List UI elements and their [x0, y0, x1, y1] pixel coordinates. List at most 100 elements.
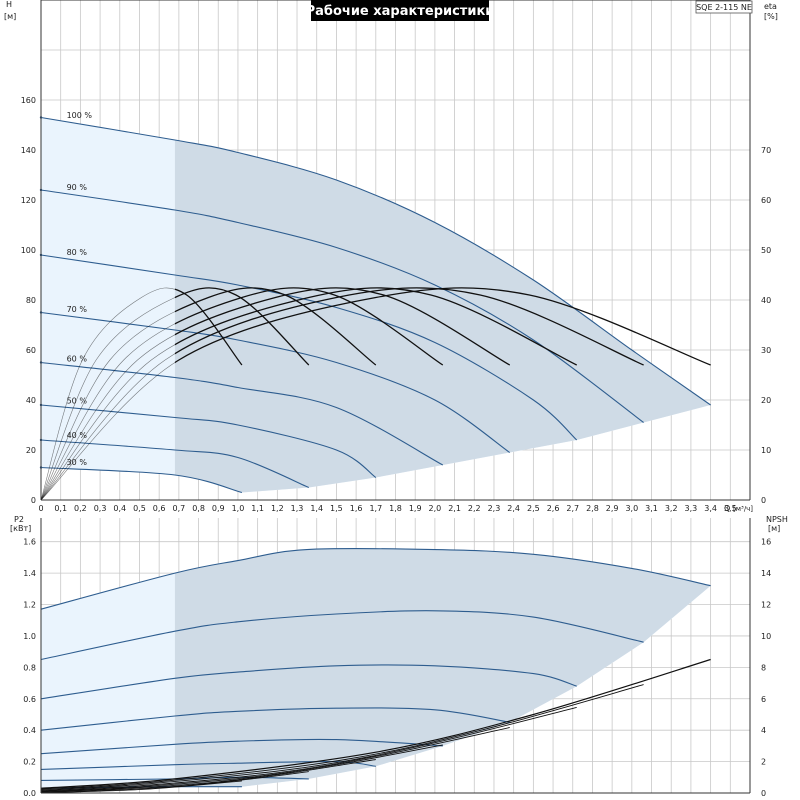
npsh-tick-label: 16 — [761, 538, 771, 547]
npsh-curve-60pct — [40, 744, 443, 792]
power-curve-60pct — [40, 738, 443, 755]
head-curve-40pct — [40, 439, 310, 489]
curve-layer: 100 % 90 % 80 % 70 % 60 % 50 % 40 % 30 % — [39, 111, 711, 793]
eff-curve-60pct — [174, 287, 444, 366]
y-right-tick-label: 20 — [761, 396, 771, 405]
x-tick-label: 1,5 — [330, 504, 343, 513]
x-tick-label: 3,4 — [704, 504, 717, 513]
x-tick-label: 0,7 — [172, 504, 185, 513]
x-tick-label: 3,5 — [724, 504, 737, 513]
speed-label: 50 % — [67, 396, 88, 405]
model-box — [695, 0, 753, 14]
eff-curve-80pct — [174, 287, 577, 366]
x-tick-label: 2,7 — [566, 504, 579, 513]
x-tick-label: 0,5 — [133, 504, 146, 513]
bottom-right-axis-unit: [м] — [768, 524, 780, 533]
speed-label: 80 % — [67, 248, 88, 257]
x-tick-label: 0,8 — [192, 504, 205, 513]
title-box — [311, 0, 489, 21]
y-left-tick-label: 160 — [21, 96, 36, 105]
x-tick-label: 0,1 — [54, 504, 67, 513]
x-tick-label: 2,8 — [586, 504, 599, 513]
x-tick-label: 3,2 — [665, 504, 678, 513]
y-left-tick-label: 120 — [21, 196, 36, 205]
speed-label: 70 % — [67, 305, 88, 314]
head-curve-30pct — [40, 466, 243, 494]
axes-layer: 0 0,1 0,2 0,3 0,4 0,5 0,6 0,7 0,8 0,9 1,0 1,1 1,2 1,3… — [21, 0, 771, 798]
eff-curve-100pct — [174, 287, 711, 366]
p2-tick-label: 1.4 — [23, 569, 36, 578]
y-left-tick-label: 20 — [26, 446, 36, 455]
p2-tick-label: 0.8 — [23, 663, 36, 672]
power-curve-70pct — [40, 707, 510, 731]
p2-tick-label: 1.6 — [23, 538, 36, 547]
y-right-tick-label: 10 — [761, 446, 771, 455]
power-curve-90pct — [40, 610, 644, 661]
speed-label: 30 % — [67, 458, 88, 467]
x-tick-label: 2,4 — [507, 504, 520, 513]
x-tick-label: 3,0 — [625, 504, 638, 513]
y-left-tick-label: 0 — [31, 496, 36, 505]
bottom-right-axis-name: NPSH — [766, 515, 788, 524]
speed-label: 100 % — [67, 111, 93, 120]
eff-curve-90pct — [174, 287, 644, 366]
x-tick-label: 3,1 — [645, 504, 658, 513]
y-right-tick-label: 30 — [761, 346, 771, 355]
x-axis-name: Q — [724, 504, 730, 513]
x-tick-label: 0,9 — [212, 504, 225, 513]
x-tick-label: 1,6 — [350, 504, 363, 513]
top-left-axis-unit: [м] — [4, 12, 16, 21]
p2-tick-label: 1.0 — [23, 632, 36, 641]
p2-tick-label: 0.4 — [23, 726, 36, 735]
x-tick-label: 1,4 — [310, 504, 323, 513]
eff-curve-50pct — [174, 287, 377, 366]
npsh-curve-50pct — [40, 759, 376, 793]
npsh-tick-label: 0 — [761, 789, 766, 798]
npsh-tick-label: 10 — [761, 632, 771, 641]
speed-label: 40 % — [67, 431, 88, 440]
power-curve-100pct — [40, 547, 711, 610]
p2-tick-label: 0.2 — [23, 758, 36, 767]
npsh-curve-30pct — [40, 780, 242, 793]
npsh-tick-label: 6 — [761, 695, 766, 704]
x-tick-label: 1,8 — [389, 504, 402, 513]
y-right-tick-label: 50 — [761, 246, 771, 255]
y-right-tick-label: 40 — [761, 296, 771, 305]
x-tick-label: 0,6 — [153, 504, 166, 513]
head-curve-80pct — [40, 254, 578, 441]
power-curve-80pct — [40, 664, 577, 700]
x-tick-label: 0,4 — [113, 504, 126, 513]
head-curve-50pct — [40, 404, 377, 478]
x-tick-label: 0,3 — [94, 504, 107, 513]
speed-label: 90 % — [67, 183, 88, 192]
x-tick-label: 0 — [38, 504, 43, 513]
x-tick-label: 1,7 — [369, 504, 382, 513]
head-curve-90pct — [40, 189, 644, 423]
y-left-tick-label: 80 — [26, 296, 36, 305]
x-tick-label: 1,9 — [409, 504, 422, 513]
y-right-tick-label: 70 — [761, 146, 771, 155]
p2-tick-label: 0.0 — [23, 789, 36, 798]
power-region-dark — [174, 548, 711, 787]
y-left-tick-label: 100 — [21, 246, 36, 255]
head-curve-60pct — [40, 361, 444, 466]
eff-curve-40pct — [174, 287, 310, 366]
x-tick-label: 2,2 — [468, 504, 481, 513]
top-right-axis-unit: [%] — [764, 12, 778, 21]
x-tick-label: 2,3 — [488, 504, 501, 513]
npsh-tick-label: 2 — [761, 758, 766, 767]
y-left-tick-label: 140 — [21, 146, 36, 155]
x-tick-label: 1,3 — [291, 504, 304, 513]
top-right-axis-name: eta — [764, 2, 777, 11]
npsh-curve-90pct — [40, 684, 644, 790]
eff-curve-30pct — [174, 288, 243, 366]
p2-tick-label: 0.6 — [23, 695, 36, 704]
eff-curve-70pct — [174, 287, 511, 366]
top-left-axis-name: H — [6, 0, 12, 9]
npsh-tick-label: 14 — [761, 569, 771, 578]
model-label: SQE 2-115 NE — [696, 3, 752, 12]
chart-title: Рабочие характеристики — [306, 4, 495, 19]
npsh-curve-70pct — [40, 727, 510, 792]
x-tick-label: 2,1 — [448, 504, 461, 513]
